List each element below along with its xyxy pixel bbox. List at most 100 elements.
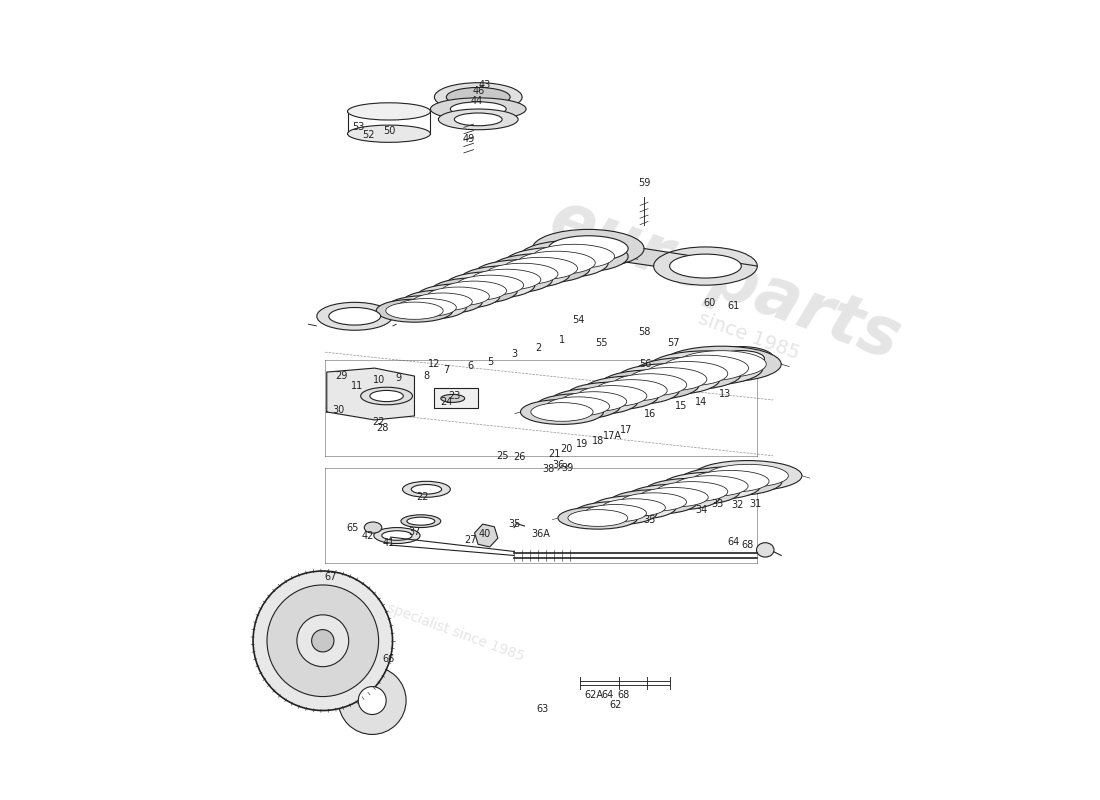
Text: 53: 53: [352, 122, 365, 132]
Text: 38: 38: [542, 464, 554, 474]
Ellipse shape: [386, 295, 466, 319]
Ellipse shape: [386, 302, 443, 319]
Ellipse shape: [460, 266, 552, 294]
Ellipse shape: [609, 490, 697, 514]
Text: 36A: 36A: [531, 529, 550, 539]
Text: europarts: europarts: [541, 186, 910, 374]
Text: 35: 35: [644, 514, 656, 525]
Ellipse shape: [450, 102, 506, 116]
Ellipse shape: [536, 394, 620, 419]
Ellipse shape: [613, 374, 686, 396]
Text: 32: 32: [732, 500, 744, 510]
Ellipse shape: [632, 358, 741, 390]
Text: 58: 58: [638, 327, 650, 338]
Text: 16: 16: [644, 409, 656, 418]
Text: 2: 2: [535, 343, 541, 353]
Ellipse shape: [407, 517, 434, 525]
Ellipse shape: [534, 244, 615, 269]
Ellipse shape: [568, 510, 628, 526]
Text: 28: 28: [376, 423, 388, 433]
Ellipse shape: [456, 275, 524, 295]
Text: 17A: 17A: [603, 431, 622, 441]
Text: 64: 64: [602, 690, 614, 700]
Ellipse shape: [374, 527, 420, 543]
Text: 40: 40: [478, 529, 491, 539]
Ellipse shape: [520, 399, 604, 424]
Ellipse shape: [491, 254, 590, 283]
Ellipse shape: [297, 615, 349, 666]
Ellipse shape: [364, 522, 382, 533]
Ellipse shape: [427, 287, 490, 306]
Ellipse shape: [674, 476, 748, 497]
Text: 33: 33: [712, 498, 724, 509]
Ellipse shape: [403, 482, 450, 498]
Ellipse shape: [486, 263, 558, 285]
Ellipse shape: [267, 585, 378, 697]
Text: 42: 42: [362, 530, 374, 541]
Text: 22: 22: [416, 492, 429, 502]
Ellipse shape: [718, 350, 764, 366]
Ellipse shape: [578, 386, 647, 406]
Text: 9: 9: [396, 374, 402, 383]
Text: 62A: 62A: [584, 690, 603, 700]
Text: 17: 17: [619, 426, 631, 435]
Bar: [434, 388, 478, 408]
Text: 23: 23: [448, 391, 461, 401]
Ellipse shape: [620, 493, 686, 511]
Text: 11: 11: [351, 381, 363, 390]
Ellipse shape: [629, 368, 707, 391]
Text: 65: 65: [346, 522, 359, 533]
Ellipse shape: [454, 113, 503, 126]
Text: 1: 1: [559, 335, 565, 346]
Text: 7: 7: [443, 365, 450, 374]
Text: 63: 63: [536, 704, 548, 714]
Text: 19: 19: [575, 439, 589, 449]
Text: 64: 64: [727, 537, 739, 547]
Text: 43: 43: [478, 80, 491, 90]
Ellipse shape: [616, 364, 719, 395]
Ellipse shape: [583, 376, 679, 405]
Text: 29: 29: [334, 371, 348, 381]
Ellipse shape: [504, 258, 578, 279]
Ellipse shape: [547, 397, 609, 416]
Text: 6: 6: [468, 361, 473, 370]
Ellipse shape: [601, 370, 700, 400]
Ellipse shape: [595, 380, 668, 401]
Ellipse shape: [417, 284, 499, 309]
Ellipse shape: [662, 355, 748, 381]
Ellipse shape: [400, 515, 441, 527]
Text: 13: 13: [719, 389, 732, 398]
Ellipse shape: [648, 351, 763, 386]
Ellipse shape: [329, 307, 381, 325]
Text: 22: 22: [372, 417, 385, 426]
Text: 67: 67: [324, 572, 337, 582]
Text: 56: 56: [639, 359, 652, 369]
Ellipse shape: [317, 302, 393, 330]
Text: 31: 31: [749, 498, 762, 509]
Text: 26: 26: [514, 452, 526, 462]
Ellipse shape: [757, 542, 774, 557]
Ellipse shape: [361, 387, 412, 405]
Ellipse shape: [647, 362, 728, 386]
Text: 8: 8: [424, 371, 429, 381]
Ellipse shape: [708, 346, 774, 370]
Ellipse shape: [707, 464, 789, 487]
Text: 15: 15: [675, 402, 688, 411]
Text: 37: 37: [408, 526, 420, 537]
Text: 52: 52: [362, 130, 374, 140]
Ellipse shape: [679, 467, 782, 496]
Text: 25: 25: [496, 451, 508, 461]
Ellipse shape: [653, 247, 757, 285]
Ellipse shape: [549, 236, 628, 262]
Ellipse shape: [474, 260, 570, 288]
Ellipse shape: [441, 394, 464, 402]
Ellipse shape: [348, 125, 430, 142]
Ellipse shape: [676, 350, 767, 378]
Ellipse shape: [532, 230, 645, 268]
Ellipse shape: [359, 686, 386, 714]
Ellipse shape: [505, 247, 608, 278]
Ellipse shape: [693, 461, 802, 491]
Text: 54: 54: [572, 315, 584, 326]
Ellipse shape: [661, 472, 760, 500]
Ellipse shape: [447, 87, 510, 106]
